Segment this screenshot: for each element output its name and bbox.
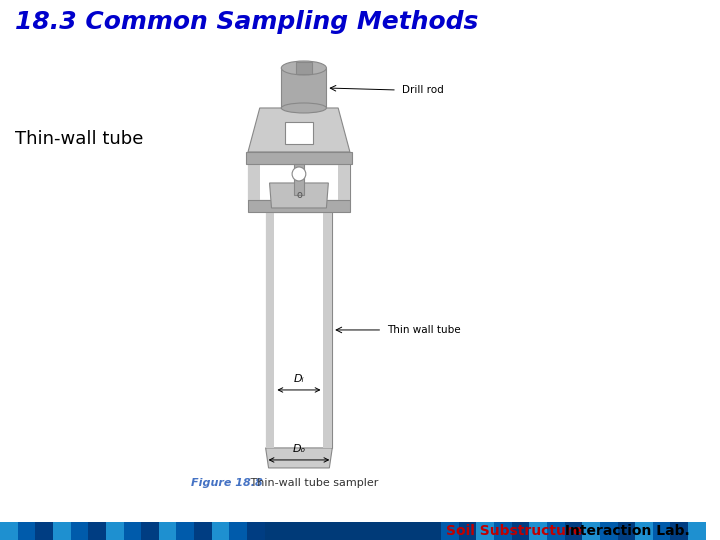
FancyBboxPatch shape xyxy=(441,522,459,540)
FancyBboxPatch shape xyxy=(338,164,350,200)
Text: Dᵢ: Dᵢ xyxy=(294,374,305,384)
Text: Soil Substructure: Soil Substructure xyxy=(446,524,582,538)
FancyBboxPatch shape xyxy=(294,164,304,195)
FancyBboxPatch shape xyxy=(406,522,423,540)
FancyBboxPatch shape xyxy=(35,522,53,540)
FancyBboxPatch shape xyxy=(600,522,618,540)
FancyBboxPatch shape xyxy=(266,212,332,448)
FancyBboxPatch shape xyxy=(248,164,260,200)
FancyBboxPatch shape xyxy=(300,522,318,540)
FancyBboxPatch shape xyxy=(106,522,124,540)
FancyBboxPatch shape xyxy=(547,522,564,540)
FancyBboxPatch shape xyxy=(336,522,353,540)
FancyBboxPatch shape xyxy=(248,200,350,212)
FancyBboxPatch shape xyxy=(285,122,312,144)
FancyBboxPatch shape xyxy=(353,522,371,540)
FancyBboxPatch shape xyxy=(688,522,706,540)
FancyBboxPatch shape xyxy=(653,522,670,540)
FancyBboxPatch shape xyxy=(124,522,141,540)
FancyBboxPatch shape xyxy=(159,522,176,540)
FancyBboxPatch shape xyxy=(266,212,274,448)
Text: Thin-wall tube sampler: Thin-wall tube sampler xyxy=(247,478,379,488)
FancyBboxPatch shape xyxy=(618,522,635,540)
Text: Thin wall tube: Thin wall tube xyxy=(387,325,461,335)
Polygon shape xyxy=(248,108,350,152)
FancyBboxPatch shape xyxy=(176,522,194,540)
FancyBboxPatch shape xyxy=(564,522,582,540)
Polygon shape xyxy=(269,183,328,208)
FancyBboxPatch shape xyxy=(388,522,406,540)
FancyBboxPatch shape xyxy=(18,522,35,540)
FancyBboxPatch shape xyxy=(53,522,71,540)
FancyBboxPatch shape xyxy=(265,522,282,540)
Text: Thin-wall tube: Thin-wall tube xyxy=(14,130,143,148)
FancyBboxPatch shape xyxy=(282,68,326,108)
FancyBboxPatch shape xyxy=(212,522,230,540)
FancyBboxPatch shape xyxy=(323,212,332,448)
Polygon shape xyxy=(266,448,332,468)
FancyBboxPatch shape xyxy=(512,522,529,540)
FancyBboxPatch shape xyxy=(71,522,89,540)
FancyBboxPatch shape xyxy=(296,62,312,74)
Text: Drill rod: Drill rod xyxy=(402,85,444,95)
FancyBboxPatch shape xyxy=(141,522,159,540)
Text: Dₒ: Dₒ xyxy=(292,444,305,454)
FancyBboxPatch shape xyxy=(246,152,352,164)
FancyBboxPatch shape xyxy=(670,522,688,540)
FancyBboxPatch shape xyxy=(635,522,653,540)
FancyBboxPatch shape xyxy=(318,522,336,540)
FancyBboxPatch shape xyxy=(282,522,300,540)
FancyBboxPatch shape xyxy=(371,522,388,540)
FancyBboxPatch shape xyxy=(529,522,547,540)
FancyBboxPatch shape xyxy=(248,164,350,200)
FancyBboxPatch shape xyxy=(194,522,212,540)
Text: 18.3 Common Sampling Methods: 18.3 Common Sampling Methods xyxy=(14,10,478,34)
FancyBboxPatch shape xyxy=(247,522,265,540)
FancyBboxPatch shape xyxy=(89,522,106,540)
Text: Figure 18.8: Figure 18.8 xyxy=(191,478,263,488)
FancyBboxPatch shape xyxy=(477,522,494,540)
FancyBboxPatch shape xyxy=(0,522,18,540)
FancyBboxPatch shape xyxy=(230,522,247,540)
Ellipse shape xyxy=(282,61,326,75)
FancyBboxPatch shape xyxy=(265,522,441,540)
FancyBboxPatch shape xyxy=(494,522,512,540)
Ellipse shape xyxy=(282,103,326,113)
Circle shape xyxy=(292,167,306,181)
Text: Interaction Lab.: Interaction Lab. xyxy=(559,524,690,538)
Text: o: o xyxy=(296,191,302,200)
FancyBboxPatch shape xyxy=(459,522,477,540)
FancyBboxPatch shape xyxy=(582,522,600,540)
FancyBboxPatch shape xyxy=(423,522,441,540)
